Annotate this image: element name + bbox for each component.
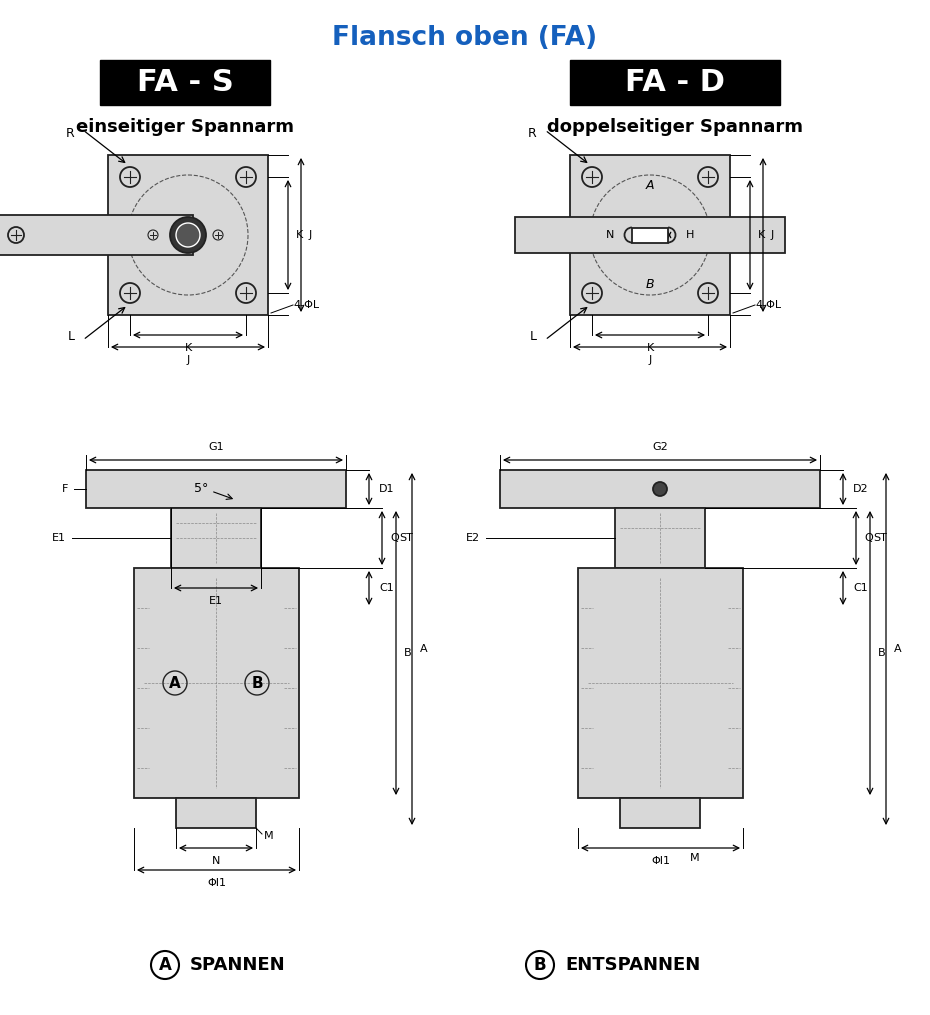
Text: K: K xyxy=(758,230,765,240)
Text: D2: D2 xyxy=(853,484,869,494)
Bar xyxy=(108,155,268,315)
Bar xyxy=(100,60,270,105)
Text: G1: G1 xyxy=(208,442,224,452)
Text: B: B xyxy=(645,278,655,291)
Text: A: A xyxy=(645,179,654,192)
Text: M: M xyxy=(264,831,273,841)
Text: FA - D: FA - D xyxy=(625,68,725,97)
Text: D1: D1 xyxy=(379,484,394,494)
Text: B: B xyxy=(878,648,885,658)
Text: FA - S: FA - S xyxy=(137,68,233,97)
Bar xyxy=(515,217,785,253)
Circle shape xyxy=(120,283,140,303)
Text: C1: C1 xyxy=(853,583,868,593)
Text: SPANNEN: SPANNEN xyxy=(190,956,286,974)
Text: ΦI1: ΦI1 xyxy=(207,878,226,888)
Text: B: B xyxy=(404,648,412,658)
Text: K: K xyxy=(184,343,192,353)
Bar xyxy=(176,798,256,828)
Text: A: A xyxy=(169,676,180,690)
Text: J: J xyxy=(648,355,652,365)
Text: E2: E2 xyxy=(466,533,480,543)
Text: ΦI1: ΦI1 xyxy=(651,856,670,866)
Bar xyxy=(500,470,820,508)
Text: J: J xyxy=(309,230,312,240)
Text: B: B xyxy=(534,956,546,974)
Text: L: L xyxy=(529,331,537,343)
Text: K: K xyxy=(646,343,654,353)
Circle shape xyxy=(170,217,206,253)
Circle shape xyxy=(582,283,602,303)
Bar xyxy=(578,568,743,798)
Circle shape xyxy=(698,167,718,187)
Text: R: R xyxy=(66,127,74,139)
Text: N: N xyxy=(605,230,614,240)
Bar xyxy=(615,508,705,568)
Text: L: L xyxy=(68,331,74,343)
Bar xyxy=(570,155,730,315)
Text: R: R xyxy=(527,127,537,139)
Text: E1: E1 xyxy=(52,533,66,543)
Text: A: A xyxy=(894,644,901,654)
Text: 5°: 5° xyxy=(193,482,208,495)
Circle shape xyxy=(653,482,667,496)
Text: 4-ΦL: 4-ΦL xyxy=(755,300,781,310)
Text: Q: Q xyxy=(390,533,399,543)
Text: Q: Q xyxy=(864,533,872,543)
Text: C1: C1 xyxy=(379,583,393,593)
Bar xyxy=(86,470,346,508)
Text: einseitiger Spannarm: einseitiger Spannarm xyxy=(76,118,294,136)
Bar xyxy=(171,508,261,568)
Text: G2: G2 xyxy=(652,442,668,452)
Text: F: F xyxy=(61,484,68,494)
Text: J: J xyxy=(186,355,190,365)
Text: A: A xyxy=(158,956,171,974)
Text: K: K xyxy=(296,230,303,240)
Circle shape xyxy=(698,283,718,303)
Text: E1: E1 xyxy=(209,596,223,606)
Text: Flansch oben (FA): Flansch oben (FA) xyxy=(332,25,598,51)
Text: N: N xyxy=(212,856,220,866)
Circle shape xyxy=(582,167,602,187)
Text: ST: ST xyxy=(399,533,413,543)
Text: 4-ΦL: 4-ΦL xyxy=(293,300,319,310)
Circle shape xyxy=(236,283,256,303)
Text: A: A xyxy=(420,644,428,654)
Text: J: J xyxy=(771,230,775,240)
Text: ST: ST xyxy=(873,533,887,543)
Bar xyxy=(570,60,780,105)
Bar xyxy=(632,227,668,243)
Bar xyxy=(0,215,193,255)
Bar xyxy=(134,568,299,798)
Bar xyxy=(620,798,700,828)
Text: H: H xyxy=(686,230,695,240)
Text: M: M xyxy=(690,853,699,863)
Circle shape xyxy=(120,167,140,187)
Text: B: B xyxy=(251,676,263,690)
Text: doppelseitiger Spannarm: doppelseitiger Spannarm xyxy=(547,118,803,136)
Text: ENTSPANNEN: ENTSPANNEN xyxy=(565,956,700,974)
Circle shape xyxy=(176,223,200,247)
Circle shape xyxy=(236,167,256,187)
Circle shape xyxy=(8,227,24,243)
